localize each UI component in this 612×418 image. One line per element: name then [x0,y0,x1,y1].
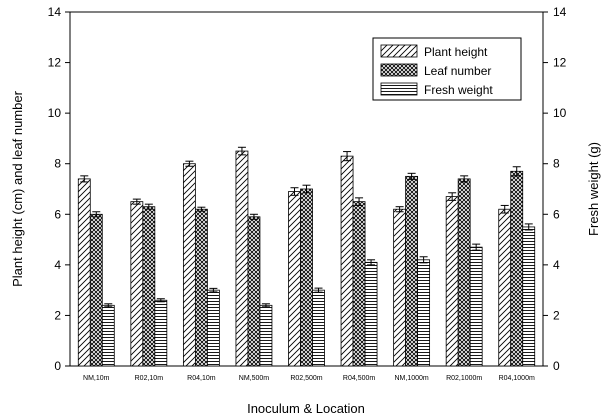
x-axis-title: Inoculum & Location [247,401,365,416]
bar-fresh-weight [522,226,536,367]
bar-group [77,146,536,367]
y2-tick-label: 4 [553,258,560,272]
bar-leaf-number [89,213,103,367]
y-tick-label: 8 [54,157,61,171]
bar-fresh-weight [364,261,378,367]
bar-fresh-weight [312,289,325,367]
x-tick-label: R04,10m [187,375,216,382]
bar-plant-height [182,163,196,367]
right-y-axis: 0 2 4 6 8 10 12 14 [543,5,567,373]
y2-tick-label: 10 [553,106,567,120]
bar-leaf-number [142,206,156,367]
x-tick-label: R02,10m [135,375,164,382]
bar-plant-height [393,208,407,367]
y2-axis-title: Fresh weight (g) [586,142,601,236]
y2-tick-label: 2 [553,308,560,322]
x-tick-label: R04,500m [343,375,375,382]
y2-tick-label: 12 [553,56,567,70]
bar-fresh-weight [101,304,115,367]
y2-tick-label: 14 [553,5,567,19]
y-axis-title: Plant height (cm) and leaf number [10,90,25,286]
bar-fresh-weight [417,259,431,367]
legend-label-plant-height: Plant height [424,45,488,59]
x-tick-label: R02,500m [290,375,322,382]
legend-swatch-fresh-weight [380,82,418,96]
y-tick-label: 4 [54,258,61,272]
y2-tick-label: 0 [553,359,560,373]
x-tick-label: NM,10m [83,375,110,382]
bar-plant-height [130,201,144,367]
legend: Plant height Leaf number Fresh weight [372,37,522,101]
left-y-axis: 0 2 4 6 8 10 12 14 [48,5,70,373]
y-tick-label: 12 [48,56,62,70]
bar-leaf-number [300,188,313,367]
bar-leaf-number [247,216,261,367]
legend-swatch-plant-height [380,44,418,58]
x-tick-label: NM,500m [239,375,270,382]
bar-leaf-number [405,175,419,367]
y-tick-label: 14 [48,5,62,19]
bar-leaf-number [194,208,208,367]
x-tick-label: NM,1000m [394,375,428,382]
bar-fresh-weight [469,246,483,367]
x-tick-label: R04,1000m [499,375,535,382]
bar-plant-height [340,155,354,367]
bar-fresh-weight [206,289,220,367]
y-tick-label: 6 [54,207,61,221]
y-tick-label: 0 [54,359,61,373]
y-tick-label: 2 [54,308,61,322]
bar-plant-height [77,178,91,367]
legend-label-fresh-weight: Fresh weight [424,83,493,97]
bar-plant-height [288,191,301,367]
bar-fresh-weight [154,299,168,367]
bar-plant-height [445,196,459,367]
bar-plant-height [498,208,512,367]
x-tick-label: R02,1000m [446,375,482,382]
bar-leaf-number [510,170,524,367]
bar-plant-height [235,150,249,367]
legend-label-leaf-number: Leaf number [424,64,491,78]
y2-tick-label: 6 [553,207,560,221]
y2-tick-label: 8 [553,157,560,171]
legend-swatch-leaf-number [380,63,418,77]
bar-leaf-number [352,201,366,367]
y-tick-label: 10 [48,106,62,120]
x-axis-categories: NM,10m R02,10m R04,10m NM,500m R02,500m R04,5… [83,375,535,382]
bar-fresh-weight [259,304,273,367]
bar-leaf-number [457,178,471,367]
